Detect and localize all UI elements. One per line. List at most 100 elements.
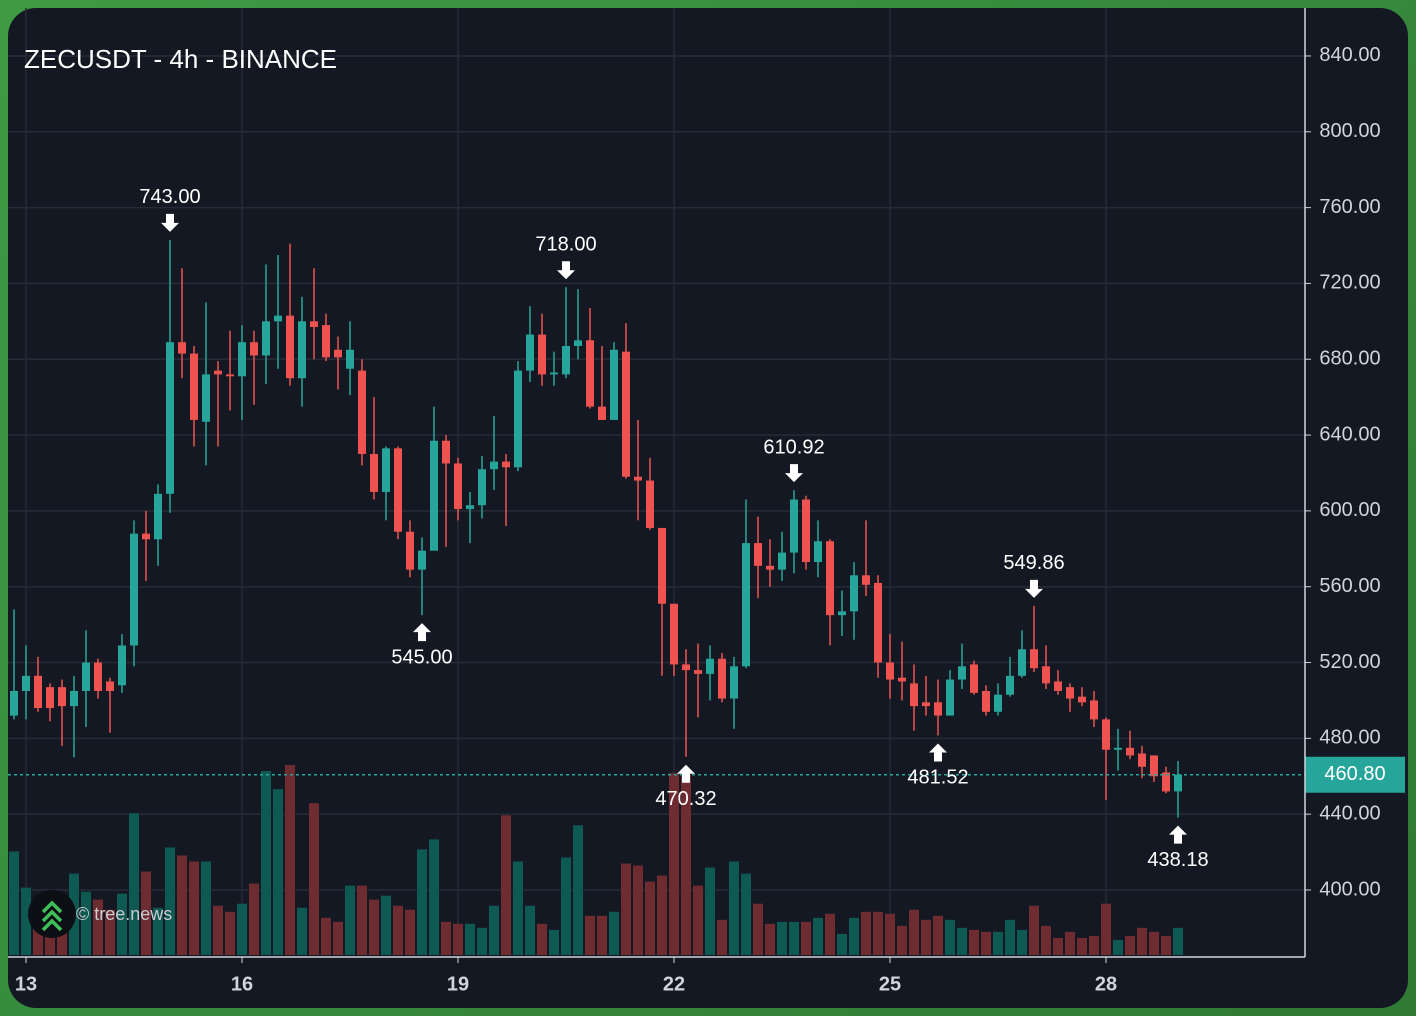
candle-body: [82, 662, 90, 691]
volume-bar: [153, 907, 163, 955]
volume-bar: [381, 895, 391, 955]
annotation-arrow: [785, 464, 803, 483]
candle-body: [298, 321, 306, 379]
volume-bar: [573, 825, 583, 955]
volume-bar: [741, 873, 751, 955]
volume-bar: [453, 923, 463, 955]
x-tick-label: 16: [231, 973, 253, 995]
y-tick-label: 400.00: [1319, 878, 1380, 900]
volume-bar: [429, 839, 439, 955]
volume-bar: [561, 857, 571, 955]
candle-body: [394, 448, 402, 532]
annotation-label: 718.00: [535, 233, 596, 255]
annotation-label: 470.32: [655, 788, 716, 810]
volume-bar: [1077, 937, 1087, 955]
candle-body: [334, 349, 342, 358]
volume-bar: [1017, 929, 1027, 955]
overlay-layer: 460.80 743.00 545.00 718.00 470.32 610.92 481.…: [8, 186, 1405, 871]
volume-bar: [1005, 919, 1015, 955]
volume-bar: [657, 875, 667, 955]
candle-body: [178, 342, 186, 354]
candle-body: [286, 315, 294, 379]
volume-bar: [201, 861, 211, 955]
volume-bar: [1041, 925, 1051, 955]
candle-body: [718, 658, 726, 699]
volume-bar: [861, 911, 871, 955]
candle-body: [478, 469, 486, 506]
volume-bar: [405, 909, 415, 955]
y-tick-label: 640.00: [1319, 423, 1380, 445]
candle-body: [658, 527, 666, 604]
y-tick-label: 480.00: [1319, 727, 1380, 749]
x-tick-label: 19: [447, 973, 469, 995]
volume-bar: [129, 813, 139, 955]
annotation-label: 545.00: [391, 646, 452, 668]
candle-body: [214, 370, 222, 375]
volume-bar: [921, 919, 931, 955]
candle-body: [442, 440, 450, 464]
candle-body: [1090, 700, 1098, 720]
volume-bar: [849, 917, 859, 955]
candle-body: [622, 351, 630, 477]
candle-body: [514, 370, 522, 468]
candle-body: [538, 334, 546, 375]
candle-body: [682, 664, 690, 671]
y-tick-label: 560.00: [1319, 575, 1380, 597]
candle-body: [190, 353, 198, 420]
candle-body: [886, 662, 894, 680]
volume-bar: [717, 919, 727, 955]
volume-bar: [357, 885, 367, 955]
volume-bar: [585, 915, 595, 955]
candle-body: [226, 374, 234, 377]
logo-chevrons: [41, 900, 63, 932]
volume-bar: [525, 905, 535, 955]
volume-bar: [369, 899, 379, 955]
volume-bar: [249, 883, 259, 955]
candle-body: [1030, 649, 1038, 669]
volume-bar: [345, 885, 355, 955]
chart-title: ZECUSDT - 4h - BINANCE: [24, 44, 337, 74]
volume-bar: [789, 921, 799, 955]
annotation-label: 438.18: [1147, 849, 1208, 871]
candle-body: [1114, 747, 1122, 750]
volume-bar: [1113, 939, 1123, 955]
candle-body: [262, 321, 270, 356]
candle-body: [202, 374, 210, 422]
x-tick-label: 28: [1095, 973, 1117, 995]
candle-body: [322, 325, 330, 358]
volume-bar: [333, 921, 343, 955]
candle-body: [598, 406, 606, 420]
volume-bar: [981, 931, 991, 955]
volume-bar: [105, 909, 115, 955]
y-tick-label: 840.00: [1319, 44, 1380, 66]
candle-body: [22, 675, 30, 691]
annotation-label: 743.00: [139, 186, 200, 208]
y-tick-label: 800.00: [1319, 120, 1380, 142]
candle-body: [166, 342, 174, 494]
volume-bar: [9, 851, 19, 955]
volume-bar: [273, 789, 283, 955]
candle-body: [802, 499, 810, 563]
candle-body: [814, 541, 822, 563]
volume-bar: [297, 907, 307, 955]
candle-body: [562, 345, 570, 375]
candle-body: [274, 315, 282, 322]
volume-bar: [1089, 935, 1099, 955]
volume-bar: [213, 905, 223, 955]
candle-body: [706, 658, 714, 674]
volume-bar: [1029, 905, 1039, 955]
volume-bar: [393, 905, 403, 955]
last-price-box: [1305, 756, 1405, 793]
volume-bar: [141, 871, 151, 955]
last-price-label: 460.80: [1324, 763, 1385, 785]
candle-body: [1066, 687, 1074, 699]
volume-bar: [117, 893, 127, 955]
volume-bar: [813, 917, 823, 955]
volume-bar: [501, 815, 511, 955]
volume-bar: [549, 929, 559, 955]
volume-bar: [885, 913, 895, 955]
volume-bar: [177, 855, 187, 955]
annotation-arrow: [161, 213, 179, 232]
